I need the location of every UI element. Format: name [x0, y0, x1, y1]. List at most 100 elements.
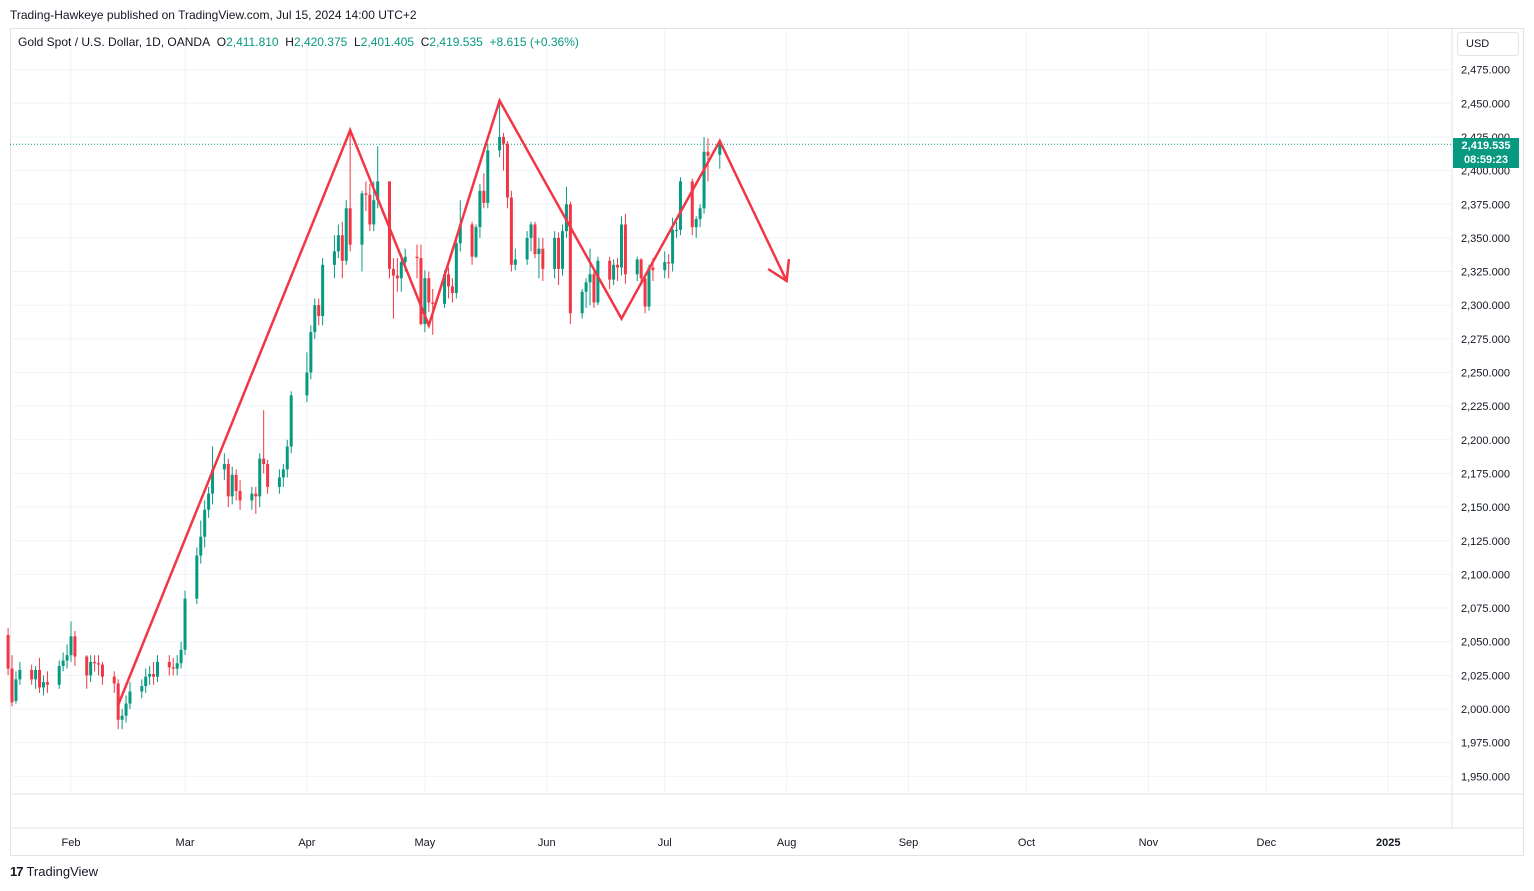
candle-body [10, 668, 14, 703]
candle [344, 200, 348, 265]
candle [470, 221, 474, 265]
price-tick-label: 2,275.000 [1461, 334, 1510, 346]
tradingview-logo-icon: 17 [10, 864, 24, 879]
candle [694, 216, 698, 238]
candle [525, 231, 529, 265]
candle [57, 660, 61, 689]
candle [203, 500, 207, 548]
candle [541, 237, 545, 281]
high-value: 2,420.375 [293, 35, 348, 49]
candle [120, 709, 124, 730]
price-axis: 2,475.0002,450.0002,425.0002,400.0002,37… [1461, 65, 1510, 784]
candle-body [222, 464, 226, 470]
candle-body [596, 260, 600, 303]
candle-body [635, 259, 639, 275]
chart-frame[interactable] [10, 28, 1524, 856]
candle-body [199, 536, 203, 556]
candle [112, 671, 116, 693]
candle [332, 235, 336, 279]
candle [616, 258, 620, 281]
candle-body [419, 258, 423, 325]
candle-body [120, 715, 124, 720]
candle-body [14, 679, 18, 701]
candle-body [376, 181, 380, 201]
candle [537, 237, 541, 279]
candle [199, 520, 203, 564]
tradingview-logo[interactable]: 17 TradingView [10, 864, 98, 879]
candle [612, 259, 616, 286]
candle [718, 143, 722, 169]
candle-body [623, 224, 627, 275]
candle [391, 258, 395, 319]
candle-body [309, 332, 313, 373]
price-tick-label: 2,375.000 [1461, 199, 1510, 211]
price-tick-label: 2,300.000 [1461, 300, 1510, 312]
candle-body [289, 395, 293, 447]
time-tick-label: Oct [1018, 837, 1035, 849]
candle [580, 289, 584, 319]
candle [553, 231, 557, 279]
candle-body [675, 229, 679, 231]
time-tick-label: Mar [176, 837, 195, 849]
change-value: +8.615 (+0.36%) [489, 35, 579, 49]
candle [317, 298, 321, 326]
candle [360, 190, 364, 272]
candle-body [285, 446, 289, 470]
price-tick-label: 1,975.000 [1461, 738, 1510, 750]
candle-body [207, 493, 211, 510]
candle [415, 244, 419, 279]
candle [561, 224, 564, 276]
candle [608, 256, 612, 290]
candle [266, 459, 270, 494]
candle [584, 278, 588, 308]
candle-body [332, 251, 336, 265]
price-tick-label: 2,250.000 [1461, 368, 1510, 380]
candle-body [34, 669, 38, 680]
candle-body [258, 458, 262, 497]
candle-body [69, 636, 73, 656]
candle [305, 352, 309, 403]
price-tick-label: 2,475.000 [1461, 65, 1510, 77]
candle-body [234, 474, 238, 491]
candle [258, 453, 262, 508]
candle-body [537, 248, 541, 255]
candle [61, 652, 65, 672]
candle-body [498, 136, 502, 151]
candle-body [93, 661, 97, 664]
candle [41, 675, 45, 696]
price-tick-label: 2,450.000 [1461, 98, 1510, 110]
candle [675, 221, 679, 238]
currency-button[interactable]: USD [1457, 32, 1519, 56]
candle [623, 213, 627, 284]
candle [450, 278, 454, 303]
last-price-value: 2,419.535 [1461, 140, 1511, 152]
candle-body [568, 204, 572, 314]
candle-body [588, 274, 592, 283]
candle-body [553, 237, 557, 269]
time-axis: Feb Mar Apr May Jun Jul Aug Sep Oct Nov Dec 2025 [62, 837, 1401, 849]
candle-body [38, 669, 42, 688]
candle [222, 453, 226, 481]
price-tick-label: 2,150.000 [1461, 502, 1510, 514]
candle-body [482, 190, 486, 203]
candle [277, 469, 281, 494]
candle [478, 184, 482, 238]
candle [152, 661, 156, 685]
candle [564, 186, 568, 238]
candle-body [124, 703, 128, 716]
candle-body [619, 224, 623, 268]
candle-body [152, 674, 156, 677]
candle-body [486, 150, 490, 203]
candle [502, 132, 506, 171]
candle-body [718, 144, 722, 155]
candle-body [171, 667, 175, 669]
candle-body [474, 227, 478, 257]
candle [635, 256, 639, 281]
candle-body [671, 229, 675, 264]
candle [505, 140, 509, 209]
price-tick-label: 2,325.000 [1461, 267, 1510, 279]
candle [230, 466, 234, 505]
candle [211, 446, 215, 505]
candle-body [427, 278, 431, 303]
